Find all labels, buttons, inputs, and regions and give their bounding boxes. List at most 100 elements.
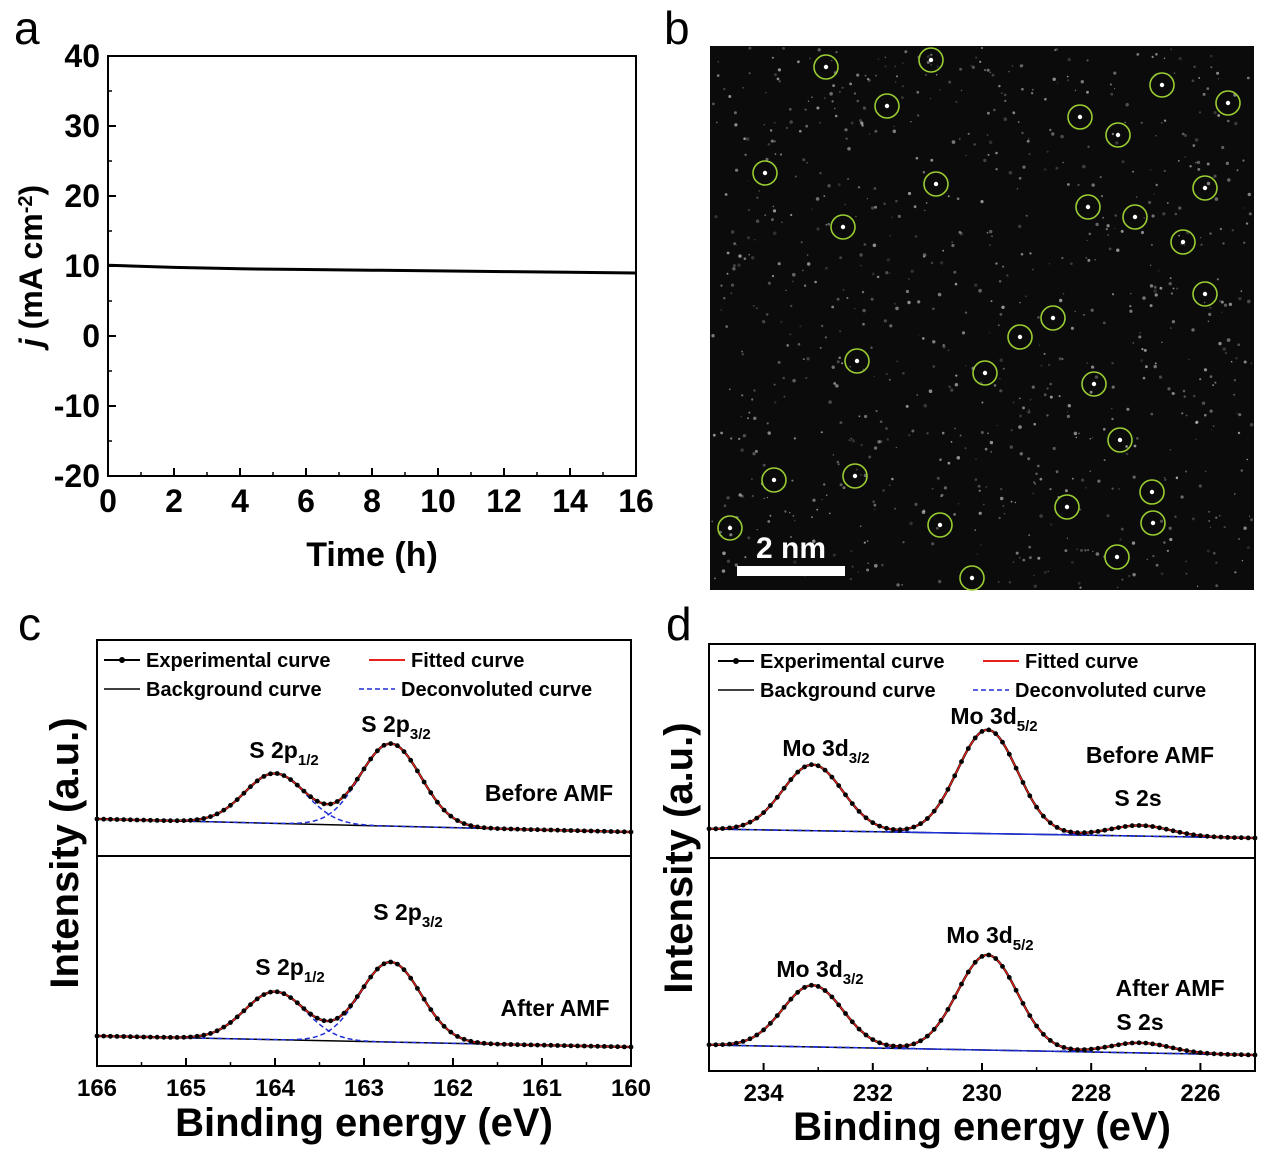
atom-marker-circle [813, 54, 839, 80]
atom-dot [1202, 185, 1208, 191]
speckle-dot [730, 292, 733, 295]
speckle-dot [1100, 194, 1104, 198]
experimental-point [802, 985, 807, 990]
experimental-point [621, 1044, 627, 1050]
speckle-dot [925, 74, 927, 76]
speckle-dot [1136, 53, 1140, 56]
speckle-dot [1209, 375, 1213, 378]
speckle-dot [904, 50, 908, 54]
experimental-point [628, 1044, 634, 1050]
speckle-dot [1018, 224, 1022, 229]
peak-label: Mo 3d5/2 [950, 703, 1037, 735]
speckle-dot [901, 62, 904, 65]
experimental-point [435, 799, 440, 805]
experimental-point [101, 816, 107, 822]
speckle-dot [1221, 311, 1223, 314]
speckle-dot [1059, 298, 1063, 303]
speckle-dot [1099, 176, 1102, 179]
speckle-dot [1056, 81, 1059, 84]
experimental-point [181, 818, 187, 823]
speckle-dot [1249, 515, 1251, 517]
atom-dot [1117, 437, 1123, 443]
speckle-dot [726, 496, 730, 500]
speckle-dot [1195, 420, 1199, 424]
experimental-point [375, 966, 380, 972]
speckle-dot [1121, 578, 1124, 581]
experimental-point [1006, 751, 1012, 757]
y-tick-label: -20 [54, 458, 100, 494]
speckle-dot [1111, 361, 1114, 365]
atom-dot [1114, 554, 1120, 560]
speckle-dot [1154, 362, 1157, 365]
speckle-dot [850, 437, 853, 440]
speckle-dot [1198, 111, 1202, 114]
experimental-point [441, 807, 447, 813]
speckle-dot [773, 383, 776, 386]
experimental-point [843, 792, 848, 798]
experimental-point [121, 1034, 127, 1039]
speckle-dot [1219, 227, 1223, 231]
speckle-dot [1085, 257, 1088, 259]
speckle-dot [930, 261, 934, 265]
speckle-dot [805, 124, 809, 128]
speckle-dot [765, 157, 769, 161]
experimental-point [221, 807, 227, 813]
speckle-dot [1008, 171, 1013, 175]
speckle-dot [1019, 301, 1021, 304]
speckle-dot [1217, 114, 1221, 117]
speckle-dot [932, 307, 935, 311]
experimental-point [588, 1043, 594, 1049]
speckle-dot [1143, 217, 1145, 219]
y-tick-label: 20 [64, 178, 100, 214]
experimental-point [501, 1041, 507, 1047]
speckle-dot [766, 542, 770, 547]
experimental-point [301, 788, 307, 794]
experimental-point [843, 1011, 848, 1016]
speckle-dot [721, 569, 726, 573]
speckle-dot [932, 340, 936, 344]
experimental-point [993, 956, 999, 961]
speckle-dot [1037, 316, 1040, 319]
speckle-dot [1192, 144, 1196, 147]
speckle-dot [983, 68, 987, 72]
experimental-point [581, 1043, 587, 1049]
speckle-dot [797, 60, 800, 64]
speckle-dot [1207, 320, 1210, 323]
experimental-point [1225, 835, 1231, 840]
speckle-dot [1159, 286, 1163, 290]
speckle-dot [1116, 586, 1119, 589]
speckle-dot [891, 477, 894, 481]
speckle-dot [1192, 394, 1196, 398]
speckle-dot [779, 153, 783, 156]
speckle-dot [1153, 364, 1157, 369]
speckle-dot [799, 325, 802, 328]
speckle-dot [1185, 414, 1188, 417]
speckle-dot [1142, 376, 1146, 380]
atom-marker-circle [1081, 371, 1107, 397]
speckle-dot [850, 550, 853, 553]
speckle-dot [1043, 571, 1047, 574]
speckle-dot [1221, 145, 1225, 150]
speckle-dot [711, 334, 715, 338]
speckle-dot [1206, 549, 1210, 553]
experimental-point [375, 748, 380, 754]
atom-marker-circle [1139, 479, 1165, 505]
speckle-dot [987, 153, 990, 156]
speckle-dot [789, 120, 793, 124]
speckle-dot [1199, 236, 1202, 239]
speckle-dot [1184, 155, 1187, 158]
peak-label-base: S 2p [361, 711, 410, 737]
speckle-dot [1224, 351, 1228, 355]
experimental-point [849, 801, 855, 806]
experimental-point [1000, 964, 1005, 969]
speckle-dot [839, 483, 843, 487]
speckle-dot [1138, 335, 1142, 339]
experimental-point [1150, 824, 1155, 829]
speckle-dot [1212, 384, 1215, 387]
speckle-dot [1162, 212, 1166, 216]
experimental-point [870, 1037, 876, 1042]
speckle-dot [894, 507, 897, 510]
speckle-dot [955, 374, 958, 377]
speckle-dot [984, 447, 988, 451]
